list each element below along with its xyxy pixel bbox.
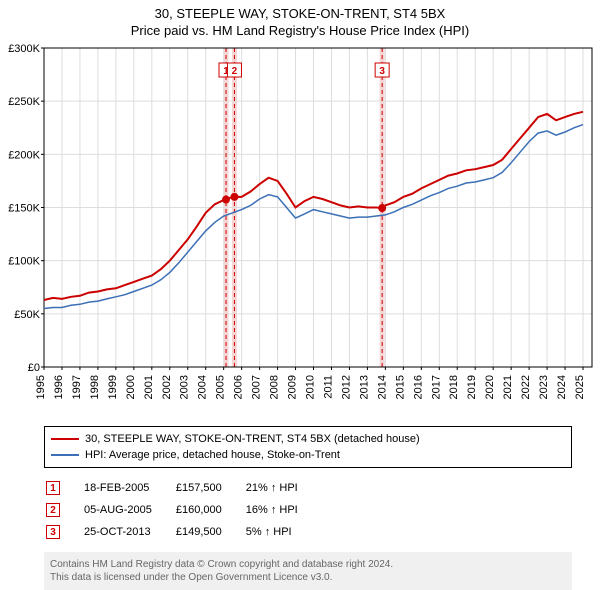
legend-swatch bbox=[51, 454, 79, 456]
svg-text:1996: 1996 bbox=[53, 375, 65, 399]
sale-marker-icon: 1 bbox=[46, 481, 60, 495]
footer-attribution: Contains HM Land Registry data © Crown c… bbox=[44, 552, 572, 590]
svg-text:2016: 2016 bbox=[412, 375, 424, 399]
svg-text:£250K: £250K bbox=[8, 96, 40, 108]
svg-text:2012: 2012 bbox=[340, 375, 352, 399]
svg-text:£150K: £150K bbox=[8, 203, 40, 215]
sale-date: 05-AUG-2005 bbox=[84, 500, 174, 520]
svg-text:2008: 2008 bbox=[269, 375, 281, 399]
sale-delta: 21% ↑ HPI bbox=[246, 478, 320, 498]
svg-text:2021: 2021 bbox=[502, 375, 514, 399]
chart-title-line1: 30, STEEPLE WAY, STOKE-ON-TRENT, ST4 5BX bbox=[0, 0, 600, 21]
legend-label: 30, STEEPLE WAY, STOKE-ON-TRENT, ST4 5BX… bbox=[85, 433, 420, 445]
price-chart-svg: £0 £50K £100K £150K £200K £250K £300K 1995 1996 1… bbox=[0, 42, 600, 422]
svg-text:2000: 2000 bbox=[125, 375, 137, 399]
legend-swatch bbox=[51, 438, 79, 440]
svg-text:2013: 2013 bbox=[358, 375, 370, 399]
chart-title-line2: Price paid vs. HM Land Registry's House … bbox=[0, 21, 600, 42]
table-row: 2 05-AUG-2005£160,00016% ↑ HPI bbox=[46, 500, 320, 520]
svg-text:£100K: £100K bbox=[8, 256, 40, 268]
svg-text:2014: 2014 bbox=[376, 375, 388, 399]
svg-text:£0: £0 bbox=[28, 362, 40, 374]
svg-text:3: 3 bbox=[379, 66, 385, 77]
svg-text:2001: 2001 bbox=[143, 375, 155, 399]
svg-text:2018: 2018 bbox=[448, 375, 460, 399]
svg-text:1999: 1999 bbox=[107, 375, 119, 399]
svg-text:2015: 2015 bbox=[394, 375, 406, 399]
footer-line2: This data is licensed under the Open Gov… bbox=[50, 571, 566, 584]
legend-row: 30, STEEPLE WAY, STOKE-ON-TRENT, ST4 5BX… bbox=[51, 431, 565, 447]
svg-text:2009: 2009 bbox=[287, 375, 299, 399]
svg-text:2010: 2010 bbox=[305, 375, 317, 399]
legend-label: HPI: Average price, detached house, Stok… bbox=[85, 449, 340, 461]
svg-text:2020: 2020 bbox=[484, 375, 496, 399]
svg-text:2011: 2011 bbox=[322, 375, 334, 399]
legend-box: 30, STEEPLE WAY, STOKE-ON-TRENT, ST4 5BX… bbox=[44, 426, 572, 468]
sale-price: £149,500 bbox=[176, 522, 244, 542]
sale-date: 18-FEB-2005 bbox=[84, 478, 174, 498]
svg-text:2022: 2022 bbox=[520, 375, 532, 399]
sale-delta: 16% ↑ HPI bbox=[246, 500, 320, 520]
footer-line1: Contains HM Land Registry data © Crown c… bbox=[50, 558, 566, 571]
sale-delta: 5% ↑ HPI bbox=[246, 522, 320, 542]
svg-text:2004: 2004 bbox=[197, 375, 209, 399]
svg-text:2006: 2006 bbox=[233, 375, 245, 399]
svg-text:2007: 2007 bbox=[251, 375, 263, 399]
sale-marker-icon: 3 bbox=[46, 525, 60, 539]
svg-text:2002: 2002 bbox=[161, 375, 173, 399]
svg-text:1995: 1995 bbox=[35, 375, 47, 399]
svg-text:1998: 1998 bbox=[89, 375, 101, 399]
sales-table: 1 18-FEB-2005£157,50021% ↑ HPI 2 05-AUG-200… bbox=[44, 476, 322, 544]
svg-text:2003: 2003 bbox=[179, 375, 191, 399]
sale-price: £157,500 bbox=[176, 478, 244, 498]
sale-price: £160,000 bbox=[176, 500, 244, 520]
sale-marker-icon: 2 bbox=[46, 503, 60, 517]
svg-text:2: 2 bbox=[232, 66, 238, 77]
svg-text:1997: 1997 bbox=[71, 375, 83, 399]
svg-text:2024: 2024 bbox=[556, 375, 568, 399]
sale-date: 25-OCT-2013 bbox=[84, 522, 174, 542]
svg-text:2017: 2017 bbox=[430, 375, 442, 399]
svg-text:£200K: £200K bbox=[8, 149, 40, 161]
chart-plot-area: £0 £50K £100K £150K £200K £250K £300K 1995 1996 1… bbox=[0, 42, 600, 422]
svg-text:£300K: £300K bbox=[8, 43, 40, 55]
table-row: 1 18-FEB-2005£157,50021% ↑ HPI bbox=[46, 478, 320, 498]
svg-text:2023: 2023 bbox=[538, 375, 550, 399]
svg-text:£50K: £50K bbox=[14, 309, 40, 321]
svg-text:2005: 2005 bbox=[215, 375, 227, 399]
table-row: 3 25-OCT-2013£149,5005% ↑ HPI bbox=[46, 522, 320, 542]
legend-row: HPI: Average price, detached house, Stok… bbox=[51, 447, 565, 463]
svg-text:2019: 2019 bbox=[466, 375, 478, 399]
svg-text:2025: 2025 bbox=[574, 375, 586, 399]
